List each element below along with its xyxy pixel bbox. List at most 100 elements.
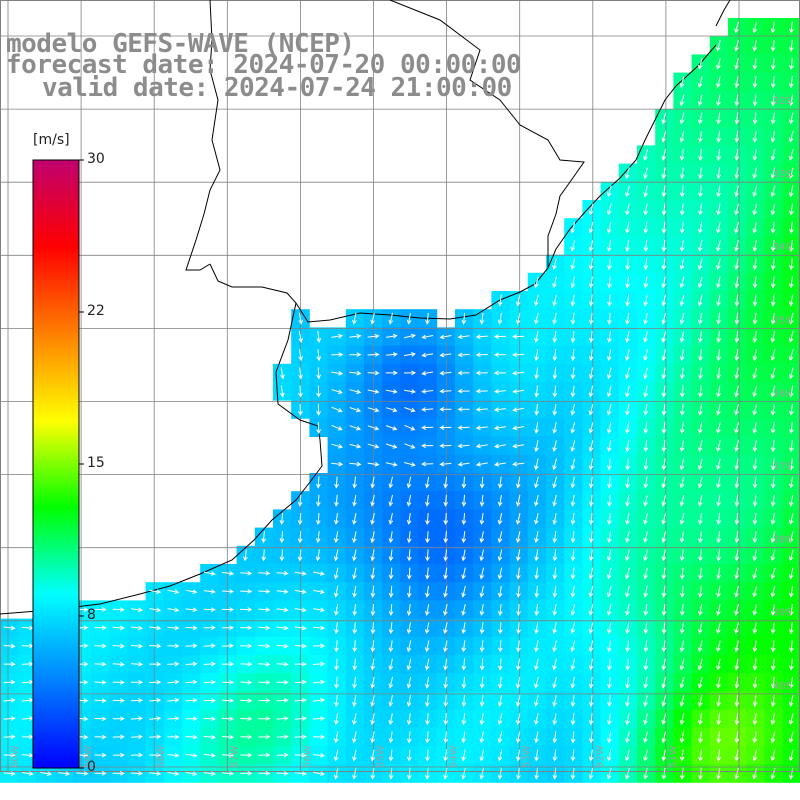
wind-arrow <box>167 679 180 685</box>
wind-arrow <box>439 352 452 358</box>
wind-arrow <box>203 698 216 703</box>
wind-arrow <box>534 367 540 380</box>
wind-arrow <box>643 276 649 289</box>
wind-arrow <box>643 385 648 398</box>
wind-arrow <box>698 331 703 343</box>
wind-arrow <box>516 585 521 598</box>
wind-arrow <box>734 531 740 544</box>
wind-arrow <box>788 513 794 525</box>
wind-arrow <box>512 443 525 449</box>
wind-arrow <box>570 676 576 689</box>
wind-arrow <box>512 352 525 358</box>
wind-arrow <box>497 585 503 598</box>
wind-arrow <box>149 697 162 703</box>
wind-arrow <box>607 512 612 526</box>
wind-arrow <box>770 403 776 416</box>
wind-arrow <box>697 239 703 252</box>
wind-arrow <box>679 603 685 617</box>
wind-arrow <box>385 425 398 431</box>
wind-arrow <box>552 749 558 762</box>
wind-arrow <box>516 749 521 762</box>
wind-arrow <box>479 676 485 689</box>
wind-arrow <box>661 513 667 525</box>
wind-arrow <box>679 658 685 671</box>
wind-arrow <box>552 294 557 307</box>
wind-arrow <box>752 94 758 107</box>
wind-arrow <box>679 149 685 161</box>
wind-arrow <box>352 476 358 489</box>
wind-arrow <box>497 531 503 544</box>
wind-arrow <box>643 713 648 726</box>
wind-arrow <box>625 713 630 726</box>
wind-arrow <box>94 698 107 703</box>
wind-arrow <box>661 367 667 380</box>
wind-arrow <box>606 604 612 616</box>
wind-arrow <box>439 334 452 340</box>
wind-arrow <box>258 734 271 740</box>
wind-arrow <box>221 643 235 649</box>
wind-arrow <box>404 443 416 449</box>
wind-arrow <box>679 622 685 635</box>
wind-arrow <box>789 403 794 416</box>
wind-arrow <box>697 112 703 125</box>
wind-arrow <box>734 94 740 107</box>
wind-arrow <box>661 767 667 780</box>
wind-arrow <box>388 676 394 689</box>
wind-arrow <box>461 658 467 671</box>
wind-arrow <box>424 622 430 635</box>
wind-arrow <box>788 112 794 125</box>
wind-arrow <box>643 749 648 762</box>
wind-arrow <box>479 731 485 744</box>
wind-arrow <box>497 640 503 653</box>
wind-arrow <box>734 294 740 307</box>
wind-arrow <box>752 349 758 362</box>
wind-arrow <box>461 512 467 526</box>
wind-arrow <box>661 549 667 562</box>
wind-arrow <box>570 549 576 562</box>
wind-arrow <box>367 333 380 339</box>
wind-arrow <box>788 549 794 562</box>
wind-arrow <box>752 767 758 780</box>
wind-arrow <box>716 367 721 380</box>
wind-arrow <box>643 476 649 489</box>
wind-arrow <box>770 531 776 544</box>
wind-arrow <box>697 94 703 107</box>
wind-arrow <box>716 494 721 507</box>
wind-arrow <box>643 312 648 325</box>
wind-arrow <box>443 694 449 708</box>
wind-arrow <box>3 716 16 721</box>
wind-arrow <box>352 494 357 507</box>
wind-arrow <box>512 389 525 394</box>
wind-arrow <box>240 607 253 612</box>
wind-arrow <box>185 607 198 613</box>
wind-arrow <box>698 130 703 143</box>
wind-arrow <box>388 749 394 762</box>
wind-arrow <box>493 370 507 376</box>
wind-arrow <box>698 731 703 744</box>
wind-arrow <box>625 767 630 780</box>
wind-arrow <box>770 549 776 562</box>
colorbar-tick-0: 0 <box>87 759 96 775</box>
wind-arrow <box>534 349 539 362</box>
wind-arrow <box>552 476 557 489</box>
wind-arrow <box>512 334 525 339</box>
wind-arrow <box>370 531 375 544</box>
wind-arrow <box>607 294 612 307</box>
wind-arrow <box>607 276 612 289</box>
wind-arrow <box>439 425 452 430</box>
wind-arrow <box>716 458 721 471</box>
wind-arrow <box>370 494 375 507</box>
wind-arrow <box>625 276 631 289</box>
wind-arrow <box>625 185 630 198</box>
wind-arrow <box>643 203 649 216</box>
wind-arrow <box>570 440 576 453</box>
wind-arrow <box>643 258 649 271</box>
wind-arrow <box>388 513 394 525</box>
wind-arrow <box>679 531 685 544</box>
wind-arrow <box>516 549 521 562</box>
wind-arrow <box>570 603 576 616</box>
wind-arrow <box>788 767 794 780</box>
wind-arrow <box>497 513 503 525</box>
wind-arrow <box>698 713 703 726</box>
